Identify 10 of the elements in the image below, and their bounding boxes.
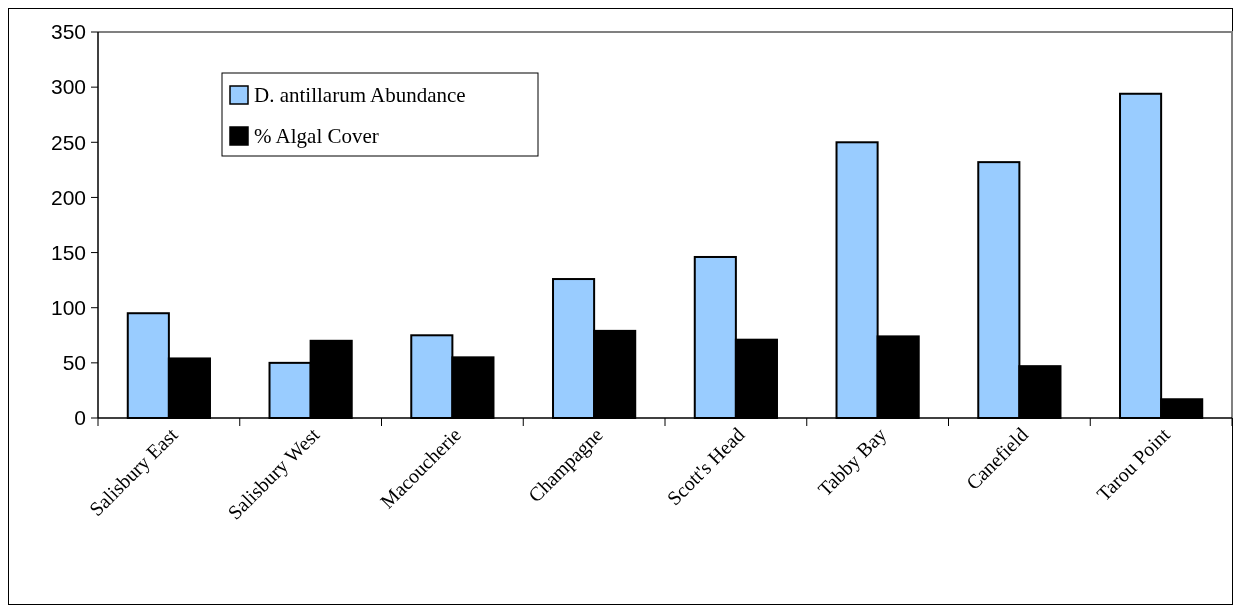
y-tick-label: 250 bbox=[50, 130, 86, 154]
y-tick-label: 200 bbox=[50, 185, 86, 209]
y-tick-label: 150 bbox=[50, 240, 86, 264]
y-tick-label: 100 bbox=[50, 296, 86, 320]
y-tick-label: 350 bbox=[50, 20, 86, 44]
y-tick-label: 50 bbox=[62, 351, 86, 375]
y-tick-label: 0 bbox=[74, 406, 86, 430]
legend-label: % Algal Cover bbox=[254, 124, 379, 149]
legend-label: D. antillarum Abundance bbox=[254, 83, 466, 108]
y-tick-label: 300 bbox=[50, 75, 86, 99]
